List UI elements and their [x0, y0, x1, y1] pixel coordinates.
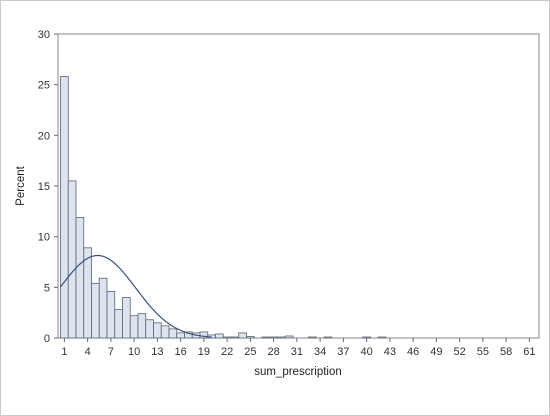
histogram-bar [215, 333, 224, 339]
normal-density-curve [60, 254, 212, 338]
x-tick-label: 31 [291, 346, 303, 358]
x-tick-label: 43 [384, 346, 396, 358]
histogram-bar [284, 335, 294, 339]
histogram-bar [230, 336, 240, 339]
histogram-bar [98, 277, 108, 339]
x-tick-label: 28 [268, 346, 280, 358]
histogram-bar [129, 315, 139, 339]
histogram-bar [83, 247, 92, 339]
histogram-bar [261, 336, 271, 339]
y-tick-label: 20 [38, 130, 50, 142]
bars-group [60, 76, 387, 339]
x-tick-label: 13 [151, 346, 163, 358]
x-axis: 1 4 7 10 13 16 19 22 25 28 31 34 37 40 43 46 49 52 55 58 61 [61, 338, 536, 358]
x-tick-label: 25 [244, 346, 256, 358]
histogram-bar [75, 217, 85, 339]
x-tick-label: 37 [337, 346, 349, 358]
y-tick-label: 30 [38, 29, 50, 41]
x-tick-label: 58 [500, 346, 512, 358]
histogram-bar [308, 336, 317, 339]
x-tick-label: 61 [523, 346, 535, 358]
x-tick-label: 46 [407, 346, 419, 358]
histogram-bar [137, 313, 147, 339]
y-axis: 0 5 10 15 20 25 30 [38, 29, 58, 345]
histogram-bar [114, 309, 123, 339]
x-tick-label: 16 [175, 346, 187, 358]
y-tick-label: 10 [38, 232, 50, 244]
plot-area [57, 33, 540, 339]
x-tick-label: 55 [477, 346, 489, 358]
x-tick-label: 7 [108, 346, 114, 358]
histogram-bar [153, 322, 162, 339]
histogram-bar [91, 282, 100, 339]
y-tick-label: 25 [38, 80, 50, 92]
histogram-bar [277, 336, 286, 339]
histogram-bar [323, 336, 333, 339]
histogram-bar [362, 336, 371, 339]
x-tick-label: 52 [454, 346, 466, 358]
histogram-bar [60, 76, 69, 339]
y-tick-label: 15 [38, 181, 50, 193]
x-tick-label: 34 [314, 346, 326, 358]
histogram-bar [168, 328, 178, 339]
y-axis-title: Percent [15, 165, 27, 205]
x-tick-label: 22 [221, 346, 233, 358]
histogram-bar [106, 290, 116, 339]
histogram-bar [176, 332, 185, 339]
x-tick-label: 4 [85, 346, 91, 358]
x-tick-label: 40 [361, 346, 373, 358]
y-tick-label: 0 [44, 333, 50, 345]
x-tick-label: 1 [61, 346, 67, 358]
histogram-bar [377, 336, 387, 339]
x-tick-label: 49 [430, 346, 442, 358]
x-tick-label: 10 [128, 346, 140, 358]
histogram-bar [160, 325, 170, 339]
x-axis-title: sum_prescription [254, 366, 342, 378]
histogram-bar [122, 297, 131, 339]
x-tick-label: 19 [198, 346, 210, 358]
histogram-bar [238, 332, 247, 339]
histogram-bar [269, 336, 278, 339]
histogram-bar [67, 180, 77, 339]
y-tick-label: 5 [44, 282, 50, 294]
histogram-bar [222, 336, 232, 339]
histogram-bar [246, 336, 255, 339]
histogram-bar [145, 319, 154, 339]
